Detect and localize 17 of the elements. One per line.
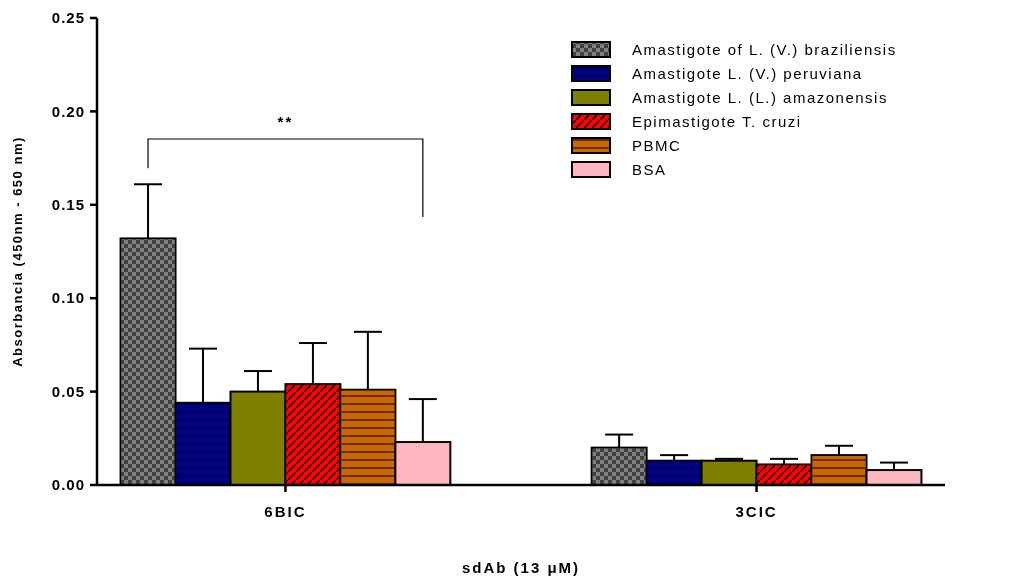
legend-label: Epimastigote T. cruzi	[632, 113, 802, 131]
y-tick-label: 0.15	[51, 196, 85, 214]
x-axis-title: sdAb (13 μM)	[461, 559, 581, 576]
legend-label: Amastigote L. (L.) amazonensis	[632, 89, 888, 107]
legend-label: Amastigote L. (V.) peruviana	[632, 65, 863, 83]
y-tick-label: 0.25	[51, 9, 85, 27]
x-tick-label: 3CIC	[735, 503, 778, 520]
annotation: **	[277, 113, 294, 130]
x-tick-label: 6BIC	[264, 503, 307, 520]
y-tick-label: 0.00	[51, 476, 85, 494]
legend-label: Amastigote of L. (V.) braziliensis	[632, 41, 897, 59]
legend-label: PBMC	[632, 137, 682, 155]
y-tick-label: 0.05	[51, 382, 85, 400]
y-axis-title: Absorbancia (450nm - 650 nm)	[10, 136, 25, 367]
y-tick-label: 0.20	[51, 102, 85, 120]
legend-label: BSA	[632, 161, 667, 179]
y-tick-label: 0.10	[51, 289, 85, 307]
